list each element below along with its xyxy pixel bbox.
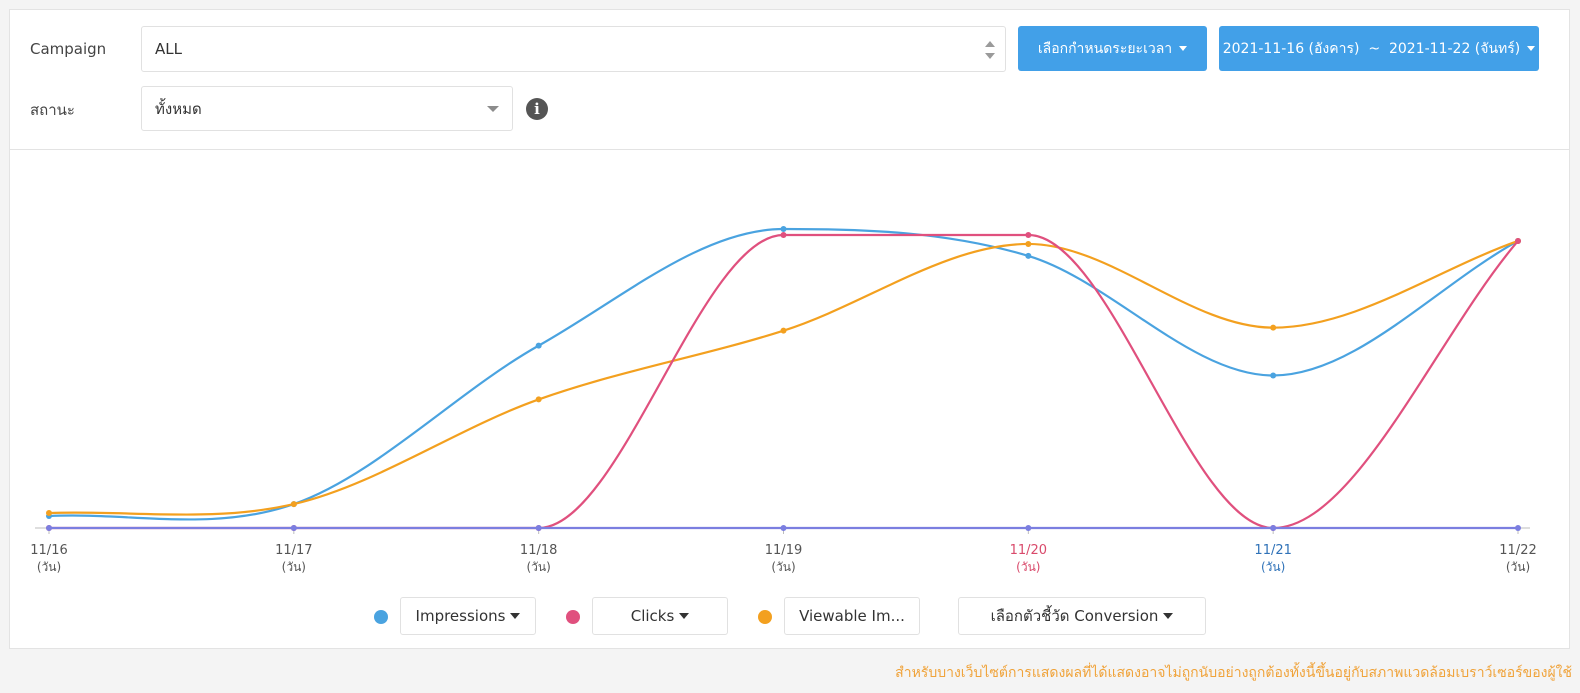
viewable-data-point[interactable]	[290, 501, 297, 508]
x-tick-label: 11/22	[1499, 543, 1536, 558]
viewable-data-point[interactable]	[1025, 240, 1032, 247]
x-tick-sublabel: (วัน)	[1261, 560, 1285, 574]
clicks-legend-label: Clicks	[630, 607, 675, 625]
viewable-series-line	[48, 239, 1519, 516]
clicks-data-point[interactable]	[780, 231, 787, 238]
viewable-legend-label: Viewable Im...	[799, 607, 905, 625]
x-tick-sublabel: (วัน)	[282, 560, 306, 574]
clicks-series-line	[49, 233, 1519, 530]
caret-down-icon	[1527, 46, 1536, 51]
clicks-metric-select[interactable]: Clicks	[592, 597, 728, 635]
viewable-data-point[interactable]	[1270, 324, 1277, 331]
impressions-data-point[interactable]	[780, 226, 787, 232]
period-select-label: เลือกกำหนดระยะเวลา	[1037, 40, 1173, 57]
x-tick-label: 11/19	[765, 543, 802, 558]
impressions-series-line	[48, 227, 1519, 521]
impressions-data-point[interactable]	[1270, 372, 1277, 379]
x-tick-label: 11/17	[275, 543, 312, 558]
x-tick-label: 11/18	[520, 543, 557, 558]
impressions-legend-dot	[374, 610, 388, 624]
impressions-legend-label: Impressions	[415, 607, 506, 625]
report-panel: Campaign ALL เลือกกำหนดระยะเวลา 2021-11-…	[9, 9, 1570, 649]
status-select-value: ทั้งหมด	[155, 99, 202, 118]
caret-down-icon	[1179, 46, 1188, 51]
date-range-label: 2021-11-16 (อังคาร) ~ 2021-11-22 (จันทร์…	[1222, 40, 1521, 57]
status-select[interactable]: ทั้งหมด	[141, 86, 513, 131]
conversion-data-point[interactable]	[535, 525, 542, 531]
caret-down-icon	[510, 613, 521, 619]
updown-arrows-icon	[985, 41, 995, 59]
conversion-data-point[interactable]	[1270, 525, 1277, 531]
clicks-data-point[interactable]	[1515, 237, 1521, 244]
impressions-data-point[interactable]	[535, 342, 542, 349]
conversion-legend-label: เลือกตัวชี้วัด Conversion	[990, 607, 1159, 625]
conversion-data-point[interactable]	[1515, 525, 1521, 531]
clicks-data-point[interactable]	[1025, 231, 1032, 238]
viewable-data-point[interactable]	[535, 396, 542, 403]
x-tick-sublabel: (วัน)	[1506, 560, 1530, 574]
period-select-button[interactable]: เลือกกำหนดระยะเวลา	[1018, 26, 1207, 71]
info-icon[interactable]: i	[526, 98, 548, 120]
x-tick-sublabel: (วัน)	[527, 560, 551, 574]
viewable-metric-select[interactable]: Viewable Im...	[784, 597, 920, 635]
impressions-metric-select[interactable]: Impressions	[400, 597, 536, 635]
conversion-metric-select[interactable]: เลือกตัวชี้วัด Conversion	[958, 597, 1206, 635]
clicks-legend-dot	[566, 610, 580, 624]
conversion-data-point[interactable]	[290, 525, 297, 531]
impressions-data-point[interactable]	[1025, 252, 1032, 259]
browser-footnote: สำหรับบางเว็บไซต์การแสดงผลที่ได้แสดงอาจไ…	[895, 665, 1572, 681]
caret-down-icon	[679, 613, 690, 619]
conversion-data-point[interactable]	[1025, 525, 1032, 531]
x-tick-sublabel: (วัน)	[1016, 560, 1040, 574]
x-tick-label: 11/16	[30, 543, 67, 558]
campaign-select[interactable]: ALL	[141, 26, 1006, 72]
campaign-select-value: ALL	[155, 40, 182, 58]
filter-area: Campaign ALL เลือกกำหนดระยะเวลา 2021-11-…	[10, 10, 1569, 150]
conversion-data-point[interactable]	[780, 525, 787, 531]
x-tick-label: 11/20	[1010, 543, 1047, 558]
line-chart: 11/16 (วัน) 11/17 (วัน) 11/18 (วัน) 11/19 (วัน)…	[30, 226, 1537, 574]
status-label: สถานะ	[30, 101, 75, 119]
caret-down-icon	[487, 106, 499, 112]
viewable-data-point[interactable]	[46, 510, 52, 517]
viewable-data-point[interactable]	[780, 327, 787, 334]
conversion-data-point[interactable]	[46, 525, 52, 531]
date-range-button[interactable]: 2021-11-16 (อังคาร) ~ 2021-11-22 (จันทร์…	[1219, 26, 1539, 71]
caret-down-icon	[1163, 613, 1174, 619]
viewable-legend-dot	[758, 610, 772, 624]
x-tick-label: 11/21	[1254, 543, 1291, 558]
x-tick-sublabel: (วัน)	[37, 560, 61, 574]
campaign-label: Campaign	[30, 40, 107, 58]
x-tick-sublabel: (วัน)	[771, 560, 795, 574]
